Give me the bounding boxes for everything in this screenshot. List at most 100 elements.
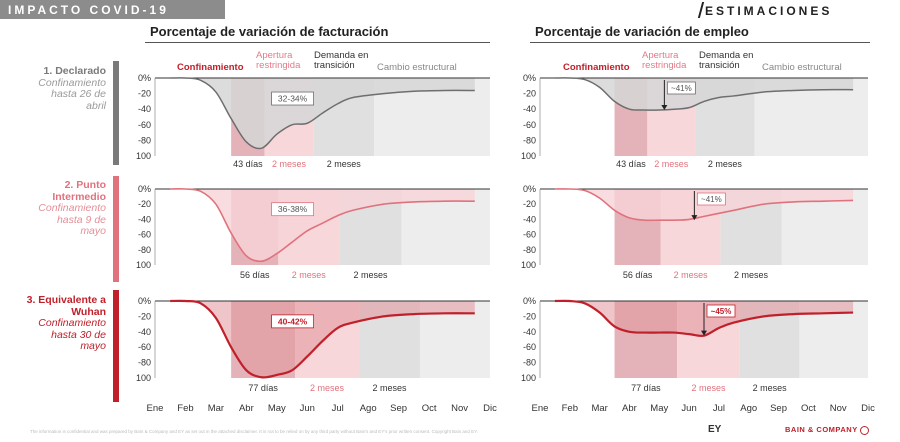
y-tick-label: -40	[523, 327, 536, 337]
x-tick-label: Abr	[239, 403, 254, 414]
x-tick-label: Abr	[622, 403, 637, 414]
y-tick-label: -60	[523, 342, 536, 352]
band-duration-label: 2 meses	[674, 270, 709, 280]
annotation-arrowhead	[691, 215, 698, 221]
y-tick-label: 0%	[138, 184, 151, 194]
phase-cambio: Cambio estructural	[377, 62, 457, 73]
series-line	[170, 77, 475, 150]
y-tick-label: 0%	[523, 184, 536, 194]
y-tick-label: -60	[138, 120, 151, 130]
annotation-arrowhead	[661, 104, 668, 110]
column-title-facturacion: Porcentaje de variación de facturación	[150, 24, 389, 39]
x-tick-label: Feb	[562, 403, 578, 414]
band-duration-label: 77 días	[248, 383, 278, 393]
annotation-text: ~41%	[671, 84, 692, 93]
phase-demanda: Demanda en transición	[699, 50, 754, 71]
band-duration-label: 2 meses	[310, 383, 345, 393]
x-tick-label: Sep	[770, 403, 787, 414]
y-tick-label: 100	[136, 260, 151, 270]
column-title-rule	[530, 42, 870, 43]
x-tick-label: May	[268, 403, 286, 414]
series-line	[554, 77, 854, 111]
scenario-bar-declarado	[113, 61, 119, 165]
y-tick-label: -80	[523, 245, 536, 255]
annotation-arrowhead	[701, 330, 707, 336]
band-duration-label: 2 meses	[753, 383, 788, 393]
series-area	[170, 188, 475, 262]
y-tick-label: -60	[138, 230, 151, 240]
x-tick-label: Mar	[208, 403, 224, 414]
phase-apertura: Apertura restringida	[642, 50, 687, 71]
x-tick-label: Mar	[591, 403, 607, 414]
y-tick-label: -20	[523, 311, 536, 321]
band-duration-label: 2 meses	[708, 159, 743, 169]
y-tick-label: -60	[523, 120, 536, 130]
x-tick-label: Dic	[861, 403, 875, 414]
y-tick-label: -20	[138, 199, 151, 209]
annotation-box	[696, 192, 726, 206]
band-duration-label: 2 meses	[327, 159, 362, 169]
scenario-label-declarado: 1. Declarado Confinamiento hasta 26 de a…	[38, 65, 106, 112]
y-tick-label: 0%	[523, 296, 536, 306]
band-duration-label: 2 meses	[734, 270, 769, 280]
bain-logo: BAIN & COMPANY	[785, 425, 870, 435]
y-tick-label: 100	[136, 151, 151, 161]
series-line	[554, 299, 854, 338]
annotation-box	[271, 202, 314, 217]
x-tick-label: Oct	[422, 403, 437, 414]
y-tick-label: -20	[523, 89, 536, 99]
band-duration-label: 43 días	[616, 159, 646, 169]
y-tick-label: 100	[521, 260, 536, 270]
y-tick-label: 0%	[523, 73, 536, 83]
annotation-text: 32-34%	[278, 94, 308, 104]
scenario-label-intermedio: 2. Punto Intermedio Confinamiento hasta …	[38, 179, 106, 237]
annotation-box	[271, 91, 314, 106]
annotation-text: ~45%	[711, 307, 732, 316]
x-tick-label: Ene	[532, 403, 549, 414]
y-tick-label: -80	[523, 358, 536, 368]
x-tick-label: Jun	[300, 403, 315, 414]
band-duration-label: 43 días	[233, 159, 263, 169]
y-tick-label: -60	[523, 230, 536, 240]
x-tick-label: Jun	[681, 403, 696, 414]
scenario-label-wuhan: 3. Equivalente a Wuhan Confinamiento has…	[26, 294, 106, 352]
series-line	[554, 188, 854, 222]
disclaimer-text: The information is confidential and was …	[30, 429, 478, 434]
y-tick-label: -40	[138, 104, 151, 114]
y-tick-label: 0%	[138, 73, 151, 83]
x-tick-label: Nov	[451, 403, 468, 414]
y-tick-label: -80	[138, 358, 151, 368]
band-duration-label: 56 días	[623, 270, 653, 280]
band-duration-label: 2 meses	[272, 159, 307, 169]
scenario-bar-wuhan	[113, 290, 119, 402]
x-tick-label: May	[650, 403, 668, 414]
y-tick-label: -80	[138, 135, 151, 145]
column-title-empleo: Porcentaje de variación de empleo	[535, 24, 749, 39]
y-tick-label: 100	[521, 151, 536, 161]
y-tick-label: 100	[136, 373, 151, 383]
annotation-box	[706, 304, 736, 318]
x-tick-label: Nov	[830, 403, 847, 414]
section-title: IMPACTO COVID-19	[8, 3, 169, 17]
y-tick-label: -20	[138, 89, 151, 99]
band-duration-label: 2 meses	[654, 159, 689, 169]
series-line	[170, 299, 475, 379]
annotation-text: 40-42%	[278, 316, 308, 326]
y-tick-label: -40	[523, 214, 536, 224]
x-tick-label: Jul	[332, 403, 344, 414]
y-tick-label: -60	[138, 342, 151, 352]
ey-logo: EY	[708, 424, 722, 435]
y-tick-label: 100	[521, 373, 536, 383]
x-tick-label: Feb	[177, 403, 193, 414]
x-tick-label: Ago	[740, 403, 757, 414]
x-tick-label: Jul	[713, 403, 725, 414]
y-tick-label: -40	[138, 327, 151, 337]
series-area	[554, 77, 854, 111]
annotation-box	[271, 314, 314, 329]
band-duration-label: 2 meses	[353, 270, 388, 280]
series-area	[170, 300, 475, 378]
annotation-text: 36-38%	[278, 204, 308, 214]
phase-demanda: Demanda en transición	[314, 50, 369, 71]
x-tick-label: Oct	[801, 403, 816, 414]
y-tick-label: -80	[523, 135, 536, 145]
